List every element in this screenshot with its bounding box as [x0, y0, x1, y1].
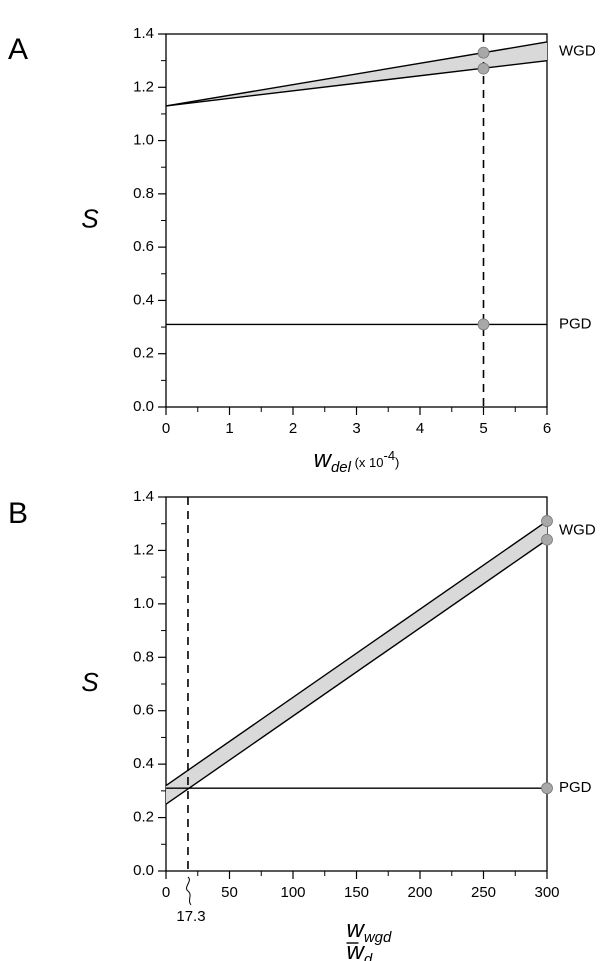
data-marker: [477, 318, 490, 331]
wgd-lower-line: [165, 539, 548, 805]
x-tick-label: 250: [471, 884, 496, 901]
y-tick-label: 0.2: [133, 345, 154, 362]
x-axis-label-numerator: wwgd: [347, 916, 393, 946]
x-tick-label: 3: [352, 420, 360, 437]
x-axis-label-numerator-symbol: w: [347, 916, 366, 943]
series-label-wgd: WGD: [559, 521, 596, 538]
wgd-lower-line: [165, 59, 548, 107]
y-tick-label: 0.2: [133, 809, 154, 826]
x-tick-label: 1: [225, 420, 233, 437]
reference-connector: [186, 876, 192, 906]
x-axis-label-symbol: w: [314, 446, 333, 473]
x-tick-label: 300: [534, 884, 559, 901]
x-axis-label-exponent: -4: [383, 448, 395, 463]
data-marker: [541, 533, 553, 546]
x-tick-label: 6: [543, 420, 551, 437]
y-tick-label: 1.4: [133, 25, 154, 42]
x-tick-label: 4: [416, 420, 424, 437]
x-tick-label: 0: [162, 420, 170, 437]
data-marker: [541, 782, 553, 795]
y-tick-label: 0.8: [133, 648, 154, 665]
y-tick-label: 0.0: [133, 398, 154, 415]
wgd-upper-line: [165, 520, 548, 787]
x-axis-label-denominator-subscript: d: [364, 951, 373, 961]
x-axis-label-unit: (x 10: [351, 455, 384, 470]
x-tick-label: 150: [344, 884, 369, 901]
y-tick-label: 0.4: [133, 755, 154, 772]
y-tick-label: 0.6: [133, 238, 154, 255]
wgd-band: [166, 521, 547, 805]
y-tick-label: 1.0: [133, 595, 154, 612]
series-label-pgd: PGD: [559, 315, 592, 332]
y-axis-label: S: [81, 203, 99, 233]
y-tick-label: 1.2: [133, 541, 154, 558]
panel-label: B: [8, 497, 28, 530]
x-tick-label: 100: [280, 884, 305, 901]
x-axis-label-denominator-symbol: w: [347, 938, 366, 961]
plot-frame: [165, 33, 548, 408]
x-tick-label: 2: [289, 420, 297, 437]
panel-b: B WGD PGD 0.0 0.2 0.4 0.6 0.8 1.0 1.2 1.4 0 50 100 150…: [8, 488, 596, 961]
x-axis-label-numerator-subscript: wgd: [364, 929, 392, 946]
x-tick-label: 0: [162, 884, 170, 901]
x-axis-label-denominator: wd: [347, 938, 373, 961]
plot-frame: [165, 496, 548, 872]
panel-a: A WGD PGD 0.0 0.2 0.4 0.6 0.8 1.0 1.2 1.4 0 1 2 3 4 5 6 Sw…: [8, 25, 596, 476]
series-label-wgd: WGD: [559, 42, 596, 59]
y-tick-label: 0.0: [133, 862, 154, 879]
data-marker: [477, 62, 490, 75]
data-marker: [477, 46, 490, 59]
x-axis-label-subscript: del: [331, 459, 352, 476]
x-axis-label: wdel (x 10-4): [314, 446, 400, 476]
reference-value-label: 17.3: [176, 908, 205, 925]
panel-label: A: [8, 33, 28, 66]
x-tick-label: 200: [407, 884, 432, 901]
x-axis-label-unit-close: ): [395, 455, 399, 470]
y-tick-label: 0.6: [133, 702, 154, 719]
x-tick-label: 50: [221, 884, 238, 901]
x-tick-label: 5: [479, 420, 487, 437]
y-tick-label: 1.4: [133, 488, 154, 505]
data-marker: [541, 515, 553, 527]
y-tick-label: 1.2: [133, 78, 154, 95]
wgd-upper-line: [165, 41, 548, 107]
y-tick-label: 0.8: [133, 185, 154, 202]
y-tick-label: 1.0: [133, 132, 154, 149]
series-label-pgd: PGD: [559, 779, 592, 796]
y-axis-label: S: [81, 667, 99, 697]
y-tick-label: 0.4: [133, 291, 154, 308]
